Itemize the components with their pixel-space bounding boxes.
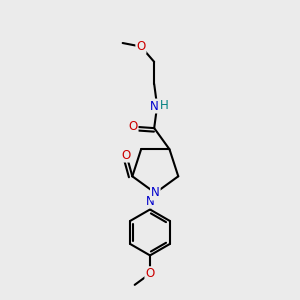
Text: O: O xyxy=(136,40,146,53)
Text: N: N xyxy=(150,100,159,112)
Text: H: H xyxy=(160,99,169,112)
Text: O: O xyxy=(128,120,138,133)
Text: O: O xyxy=(122,148,131,162)
Text: O: O xyxy=(146,267,154,280)
Text: N: N xyxy=(146,195,154,208)
Text: N: N xyxy=(151,187,160,200)
